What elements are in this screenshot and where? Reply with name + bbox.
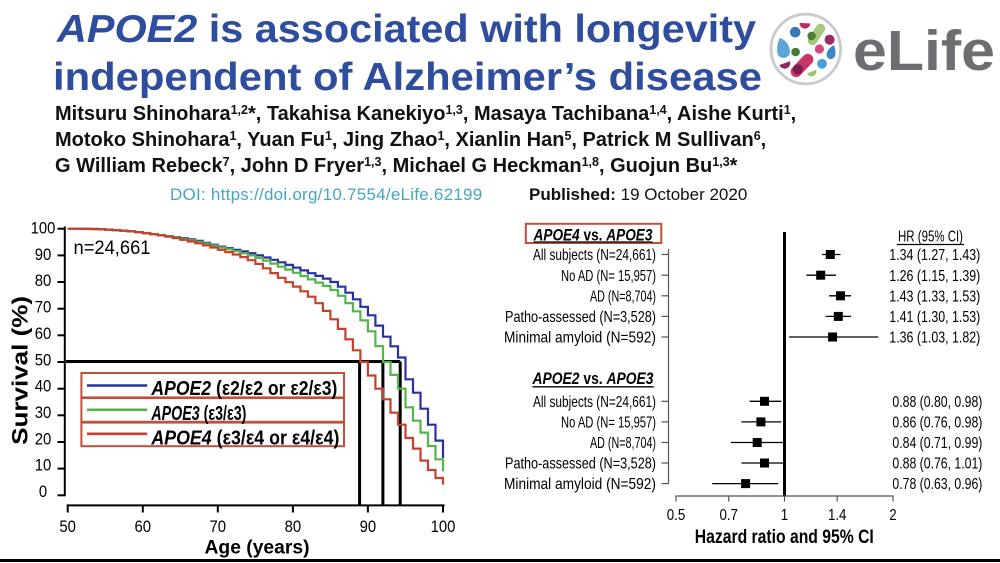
svg-text:Minimal amyloid (N=592): Minimal amyloid (N=592) bbox=[504, 476, 656, 493]
svg-text:50: 50 bbox=[59, 517, 76, 536]
svg-text:Minimal amyloid (N=592): Minimal amyloid (N=592) bbox=[504, 330, 656, 347]
svg-text:60: 60 bbox=[35, 324, 52, 343]
svg-text:eLife: eLife bbox=[853, 19, 995, 83]
svg-text:AD (N=8,704): AD (N=8,704) bbox=[590, 288, 656, 305]
svg-text:All subjects (N=24,661): All subjects (N=24,661) bbox=[533, 394, 656, 411]
svg-text:60: 60 bbox=[135, 517, 152, 536]
svg-text:Patho-assessed (N=3,528): Patho-assessed (N=3,528) bbox=[505, 456, 656, 473]
svg-text:0: 0 bbox=[39, 482, 47, 501]
svg-text:APOE2 vs. APOE3: APOE2 vs. APOE3 bbox=[532, 369, 654, 388]
svg-text:All subjects (N=24,661): All subjects (N=24,661) bbox=[533, 247, 656, 264]
svg-text:100: 100 bbox=[431, 517, 456, 536]
svg-text:1.43 (1.33, 1.53): 1.43 (1.33, 1.53) bbox=[889, 288, 980, 305]
svg-text:70: 70 bbox=[35, 298, 52, 317]
svg-text:90: 90 bbox=[360, 517, 377, 536]
svg-text:1: 1 bbox=[781, 507, 788, 524]
svg-text:0.7: 0.7 bbox=[719, 507, 738, 524]
svg-text:Age (years): Age (years) bbox=[205, 537, 310, 559]
svg-text:AD (N=8,704): AD (N=8,704) bbox=[590, 435, 656, 452]
svg-text:0.78 (0.63, 0.96): 0.78 (0.63, 0.96) bbox=[892, 476, 982, 493]
svg-text:APOE3 (ε3/ε3): APOE3 (ε3/ε3) bbox=[151, 403, 247, 425]
svg-text:APOE4 (ε3/ε4 or ε4/ε4): APOE4 (ε3/ε4 or ε4/ε4) bbox=[151, 427, 340, 449]
svg-text:1.4: 1.4 bbox=[828, 507, 847, 524]
svg-text:0.88 (0.76, 1.01): 0.88 (0.76, 1.01) bbox=[892, 456, 982, 473]
svg-text:10: 10 bbox=[35, 456, 52, 475]
svg-text:2: 2 bbox=[889, 507, 896, 524]
svg-text:1.36 (1.03, 1.82): 1.36 (1.03, 1.82) bbox=[889, 330, 980, 347]
svg-text:80: 80 bbox=[35, 271, 52, 290]
svg-text:Hazard ratio and 95% CI: Hazard ratio and 95% CI bbox=[695, 527, 874, 548]
svg-text:30: 30 bbox=[35, 403, 52, 422]
svg-text:20: 20 bbox=[35, 429, 52, 448]
svg-text:HR (95% CI): HR (95% CI) bbox=[898, 229, 963, 246]
svg-text:n=24,661: n=24,661 bbox=[74, 238, 151, 259]
svg-text:No AD (N= 15,957): No AD (N= 15,957) bbox=[561, 415, 656, 432]
svg-text:70: 70 bbox=[210, 517, 227, 536]
svg-text:Survival (%): Survival (%) bbox=[7, 296, 32, 445]
svg-text:100: 100 bbox=[31, 219, 56, 238]
svg-text:No AD (N= 15,957): No AD (N= 15,957) bbox=[561, 268, 656, 285]
svg-text:50: 50 bbox=[35, 350, 52, 369]
svg-text:1.34 (1.27, 1.43): 1.34 (1.27, 1.43) bbox=[889, 247, 980, 264]
svg-text:0.88 (0.80, 0.98): 0.88 (0.80, 0.98) bbox=[892, 394, 982, 411]
svg-text:1.26 (1.15, 1.39): 1.26 (1.15, 1.39) bbox=[889, 268, 980, 285]
svg-text:90: 90 bbox=[35, 245, 52, 264]
svg-text:0.5: 0.5 bbox=[667, 507, 686, 524]
svg-text:0.86 (0.76, 0.98): 0.86 (0.76, 0.98) bbox=[892, 415, 982, 432]
svg-text:APOE4 vs. APOE3: APOE4 vs. APOE3 bbox=[533, 225, 653, 244]
svg-text:40: 40 bbox=[35, 377, 52, 396]
svg-text:APOE2 (ε2/ε2 or ε2/ε3): APOE2 (ε2/ε2 or ε2/ε3) bbox=[151, 378, 338, 400]
svg-text:1.41 (1.30, 1.53): 1.41 (1.30, 1.53) bbox=[889, 309, 980, 326]
svg-text:80: 80 bbox=[285, 517, 302, 536]
svg-text:Patho-assessed (N=3,528): Patho-assessed (N=3,528) bbox=[505, 309, 656, 326]
svg-text:0.84 (0.71, 0.99): 0.84 (0.71, 0.99) bbox=[892, 435, 982, 452]
